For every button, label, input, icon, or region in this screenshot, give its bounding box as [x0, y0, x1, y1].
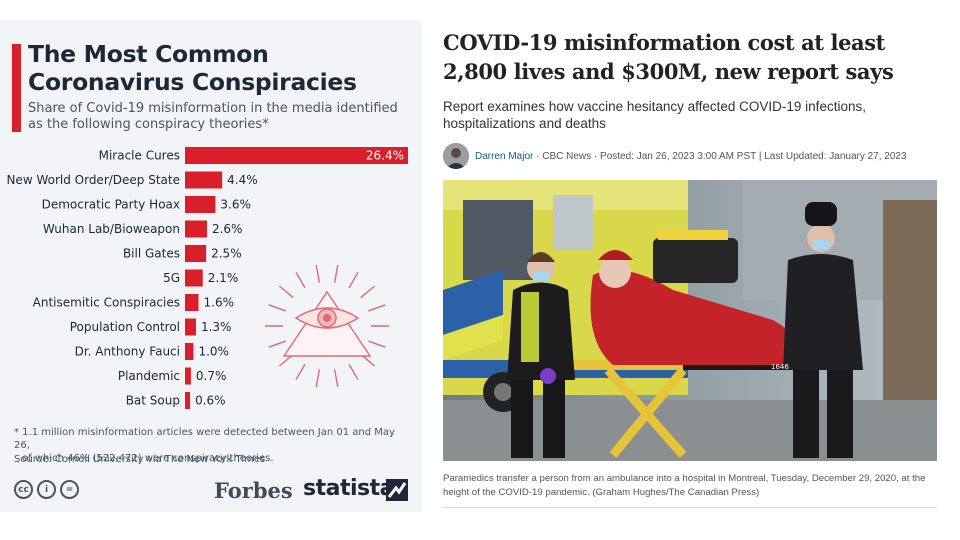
value-label: 3.6% — [220, 198, 251, 212]
value-label: 2.6% — [212, 222, 243, 236]
value-label: 0.7% — [196, 369, 227, 383]
bar-chart: Miracle Cures 26.4% New World Order/Deep S… — [6, 147, 408, 409]
category-label: Miracle Cures — [99, 149, 180, 163]
forbes-logo[interactable]: Forbes — [214, 478, 293, 503]
value-label: 0.6% — [195, 394, 226, 408]
attribution-icon[interactable]: i — [37, 480, 56, 499]
value-label: 2.5% — [211, 247, 242, 261]
bars-group: Miracle Cures 26.4% New World Order/Deep S… — [6, 147, 408, 409]
chart-title: The Most Common Coronavirus Conspiracies — [28, 40, 357, 96]
title-accent-bar — [12, 44, 21, 132]
category-label: Plandemic — [118, 369, 180, 383]
bar — [185, 220, 207, 238]
bar — [185, 171, 223, 189]
photo-caption: Paramedics transfer a person from an amb… — [443, 473, 926, 498]
bar — [185, 294, 199, 311]
statista-mark-icon — [386, 479, 408, 501]
statista-logo[interactable]: statista — [303, 476, 394, 501]
bar — [185, 367, 191, 385]
bar — [185, 245, 207, 262]
bar — [185, 147, 408, 164]
value-label: 1.3% — [201, 320, 232, 334]
category-label: Antisemitic Conspiracies — [33, 296, 180, 310]
category-label: Bat Soup — [126, 394, 180, 408]
author-link[interactable]: Darren Major — [475, 150, 534, 162]
license-icons: cc i = — [14, 480, 79, 499]
article-deck: Report examines how vaccine hesitancy af… — [443, 99, 866, 131]
value-label: 2.1% — [208, 271, 239, 285]
photo-vehicle-number: 1646 — [771, 363, 789, 371]
chart-subtitle: Share of Covid-19 misinformation in the … — [28, 101, 398, 132]
author-avatar[interactable] — [443, 143, 469, 169]
byline-meta: · CBC News · Posted: Jan 26, 2023 3:00 A… — [533, 150, 907, 162]
value-label: 4.4% — [227, 173, 258, 187]
caption-divider — [443, 507, 937, 508]
footnote-line-1: * 1.1 million misinformation articles we… — [14, 427, 395, 451]
category-label: 5G — [163, 271, 180, 285]
byline: Darren Major · CBC News · Posted: Jan 26… — [443, 143, 907, 169]
bar — [185, 343, 194, 360]
creative-commons-icon[interactable]: cc — [14, 480, 33, 499]
bar — [185, 392, 191, 409]
byline-text: Darren Major · CBC News · Posted: Jan 26… — [475, 151, 907, 162]
bar — [185, 196, 216, 213]
footnote-line-2: of which 46% (522,472) were conspiracy t… — [22, 453, 274, 464]
value-label: 26.4% — [366, 149, 404, 163]
value-label: 1.0% — [198, 345, 229, 359]
category-label: Wuhan Lab/Bioweapon — [43, 222, 180, 236]
category-label: Bill Gates — [123, 247, 180, 261]
no-derivatives-icon[interactable]: = — [60, 480, 79, 499]
category-label: New World Order/Deep State — [6, 173, 180, 187]
bar — [185, 318, 196, 336]
chart-footnote: * 1.1 million misinformation articles we… — [14, 426, 414, 465]
chart-source: Source: Cornell University via The New Y… — [14, 454, 266, 465]
category-label: Democratic Party Hoax — [42, 198, 180, 212]
all-seeing-eye-icon — [265, 264, 389, 388]
infographic-panel: The Most Common Coronavirus Conspiracies… — [0, 20, 422, 512]
article-photo[interactable]: 1646 — [443, 180, 937, 461]
category-label: Dr. Anthony Fauci — [75, 345, 180, 359]
category-label: Population Control — [70, 320, 180, 334]
article-headline[interactable]: COVID-19 misinformation cost at least 2,… — [443, 30, 894, 84]
bar — [185, 269, 203, 287]
value-label: 1.6% — [204, 296, 235, 310]
